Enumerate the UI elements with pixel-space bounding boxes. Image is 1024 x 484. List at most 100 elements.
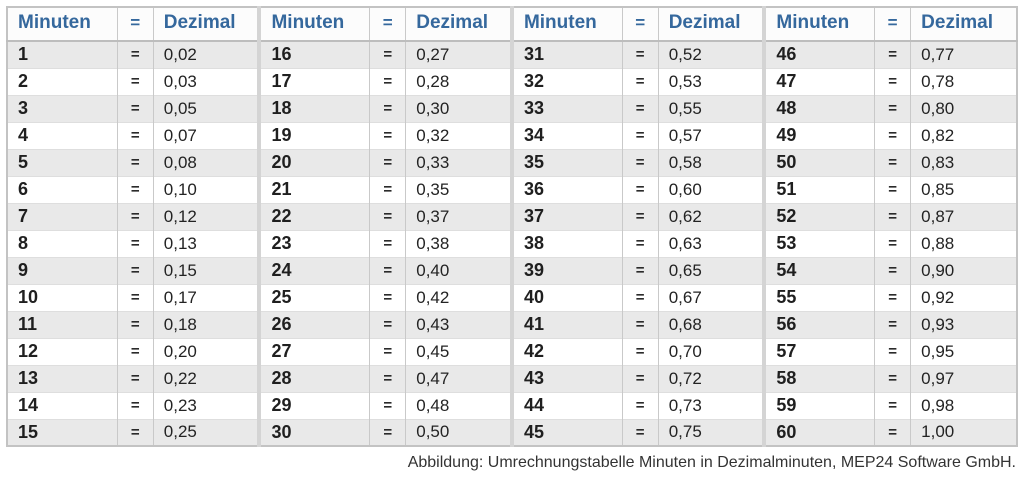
table-row: 13 = 0,22 28 = 0,47 43 = 0,72 58 = 0,97 bbox=[7, 364, 1017, 392]
decimal-cell: 0,25 bbox=[152, 418, 260, 446]
minutes-cell: 28 bbox=[257, 364, 370, 392]
equals-cell: = bbox=[369, 229, 406, 257]
equals-cell: = bbox=[116, 94, 154, 122]
equals-cell: = bbox=[874, 364, 911, 392]
minutes-cell: 32 bbox=[509, 67, 623, 95]
decimal-cell: 0,52 bbox=[657, 41, 765, 68]
decimal-cell: 0,42 bbox=[405, 283, 512, 311]
minutes-cell: 3 bbox=[7, 94, 118, 122]
equals-cell: = bbox=[874, 418, 911, 446]
decimal-cell: 0,13 bbox=[152, 229, 260, 257]
header-dezimal: Dezimal bbox=[657, 7, 765, 42]
equals-cell: = bbox=[874, 310, 911, 338]
equals-cell: = bbox=[369, 202, 406, 230]
conversion-table: Minuten = Dezimal Minuten = Dezimal Minuten = De… bbox=[6, 6, 1018, 447]
equals-cell: = bbox=[874, 283, 911, 311]
equals-cell: = bbox=[621, 202, 659, 230]
table-row: 4 = 0,07 19 = 0,32 34 = 0,57 49 = 0,82 bbox=[7, 121, 1017, 149]
decimal-cell: 0,68 bbox=[657, 310, 765, 338]
decimal-cell: 0,05 bbox=[152, 94, 260, 122]
decimal-cell: 0,85 bbox=[910, 175, 1017, 203]
minutes-cell: 51 bbox=[762, 175, 875, 203]
minutes-cell: 23 bbox=[257, 229, 370, 257]
equals-cell: = bbox=[369, 175, 406, 203]
equals-cell: = bbox=[621, 229, 659, 257]
table-body: 1 = 0,02 16 = 0,27 31 = 0,52 46 = 0,77 2 = 0,03 17 = 0,28… bbox=[7, 41, 1017, 446]
minutes-cell: 21 bbox=[257, 175, 370, 203]
decimal-cell: 0,12 bbox=[152, 202, 260, 230]
equals-cell: = bbox=[621, 148, 659, 176]
equals-cell: = bbox=[369, 391, 406, 419]
decimal-cell: 0,22 bbox=[152, 364, 260, 392]
minutes-cell: 39 bbox=[509, 256, 623, 284]
decimal-cell: 0,38 bbox=[405, 229, 512, 257]
decimal-cell: 0,33 bbox=[405, 148, 512, 176]
decimal-cell: 0,07 bbox=[152, 121, 260, 149]
equals-cell: = bbox=[369, 67, 406, 95]
equals-cell: = bbox=[874, 148, 911, 176]
table-row: 2 = 0,03 17 = 0,28 32 = 0,53 47 = 0,78 bbox=[7, 67, 1017, 95]
table-row: 8 = 0,13 23 = 0,38 38 = 0,63 53 = 0,88 bbox=[7, 229, 1017, 257]
equals-cell: = bbox=[621, 418, 659, 446]
decimal-cell: 0,48 bbox=[405, 391, 512, 419]
minutes-cell: 12 bbox=[7, 337, 118, 365]
minutes-cell: 59 bbox=[762, 391, 875, 419]
minutes-cell: 45 bbox=[509, 418, 623, 446]
minutes-cell: 55 bbox=[762, 283, 875, 311]
equals-cell: = bbox=[621, 41, 659, 68]
decimal-cell: 0,97 bbox=[910, 364, 1017, 392]
equals-cell: = bbox=[116, 229, 154, 257]
table-row: 12 = 0,20 27 = 0,45 42 = 0,70 57 = 0,95 bbox=[7, 337, 1017, 365]
decimal-cell: 0,32 bbox=[405, 121, 512, 149]
equals-cell: = bbox=[369, 418, 406, 446]
minutes-cell: 14 bbox=[7, 391, 118, 419]
equals-cell: = bbox=[116, 67, 154, 95]
equals-cell: = bbox=[621, 364, 659, 392]
header-equals: = bbox=[116, 7, 154, 42]
equals-cell: = bbox=[621, 256, 659, 284]
equals-cell: = bbox=[874, 256, 911, 284]
minutes-cell: 25 bbox=[257, 283, 370, 311]
decimal-cell: 0,67 bbox=[657, 283, 765, 311]
minutes-cell: 42 bbox=[509, 337, 623, 365]
minutes-cell: 40 bbox=[509, 283, 623, 311]
equals-cell: = bbox=[369, 148, 406, 176]
equals-cell: = bbox=[116, 418, 154, 446]
minutes-cell: 44 bbox=[509, 391, 623, 419]
decimal-cell: 0,23 bbox=[152, 391, 260, 419]
decimal-cell: 0,75 bbox=[657, 418, 765, 446]
minutes-cell: 17 bbox=[257, 67, 370, 95]
equals-cell: = bbox=[116, 310, 154, 338]
minutes-cell: 29 bbox=[257, 391, 370, 419]
decimal-cell: 0,17 bbox=[152, 283, 260, 311]
minutes-cell: 37 bbox=[509, 202, 623, 230]
minutes-cell: 57 bbox=[762, 337, 875, 365]
minutes-cell: 16 bbox=[257, 41, 370, 68]
table-row: 11 = 0,18 26 = 0,43 41 = 0,68 56 = 0,93 bbox=[7, 310, 1017, 338]
equals-cell: = bbox=[874, 391, 911, 419]
decimal-cell: 0,73 bbox=[657, 391, 765, 419]
minutes-cell: 24 bbox=[257, 256, 370, 284]
header-minuten: Minuten bbox=[257, 7, 370, 42]
equals-cell: = bbox=[369, 256, 406, 284]
table-row: 1 = 0,02 16 = 0,27 31 = 0,52 46 = 0,77 bbox=[7, 41, 1017, 68]
minutes-cell: 8 bbox=[7, 229, 118, 257]
equals-cell: = bbox=[116, 364, 154, 392]
decimal-cell: 0,28 bbox=[405, 67, 512, 95]
equals-cell: = bbox=[369, 310, 406, 338]
minutes-cell: 56 bbox=[762, 310, 875, 338]
equals-cell: = bbox=[116, 175, 154, 203]
equals-cell: = bbox=[369, 41, 406, 68]
decimal-cell: 0,60 bbox=[657, 175, 765, 203]
header-dezimal: Dezimal bbox=[910, 7, 1017, 42]
decimal-cell: 0,62 bbox=[657, 202, 765, 230]
equals-cell: = bbox=[369, 94, 406, 122]
minutes-cell: 41 bbox=[509, 310, 623, 338]
decimal-cell: 0,77 bbox=[910, 41, 1017, 68]
decimal-cell: 0,78 bbox=[910, 67, 1017, 95]
minutes-cell: 46 bbox=[762, 41, 875, 68]
decimal-cell: 0,72 bbox=[657, 364, 765, 392]
decimal-cell: 0,83 bbox=[910, 148, 1017, 176]
minutes-cell: 1 bbox=[18, 44, 29, 65]
